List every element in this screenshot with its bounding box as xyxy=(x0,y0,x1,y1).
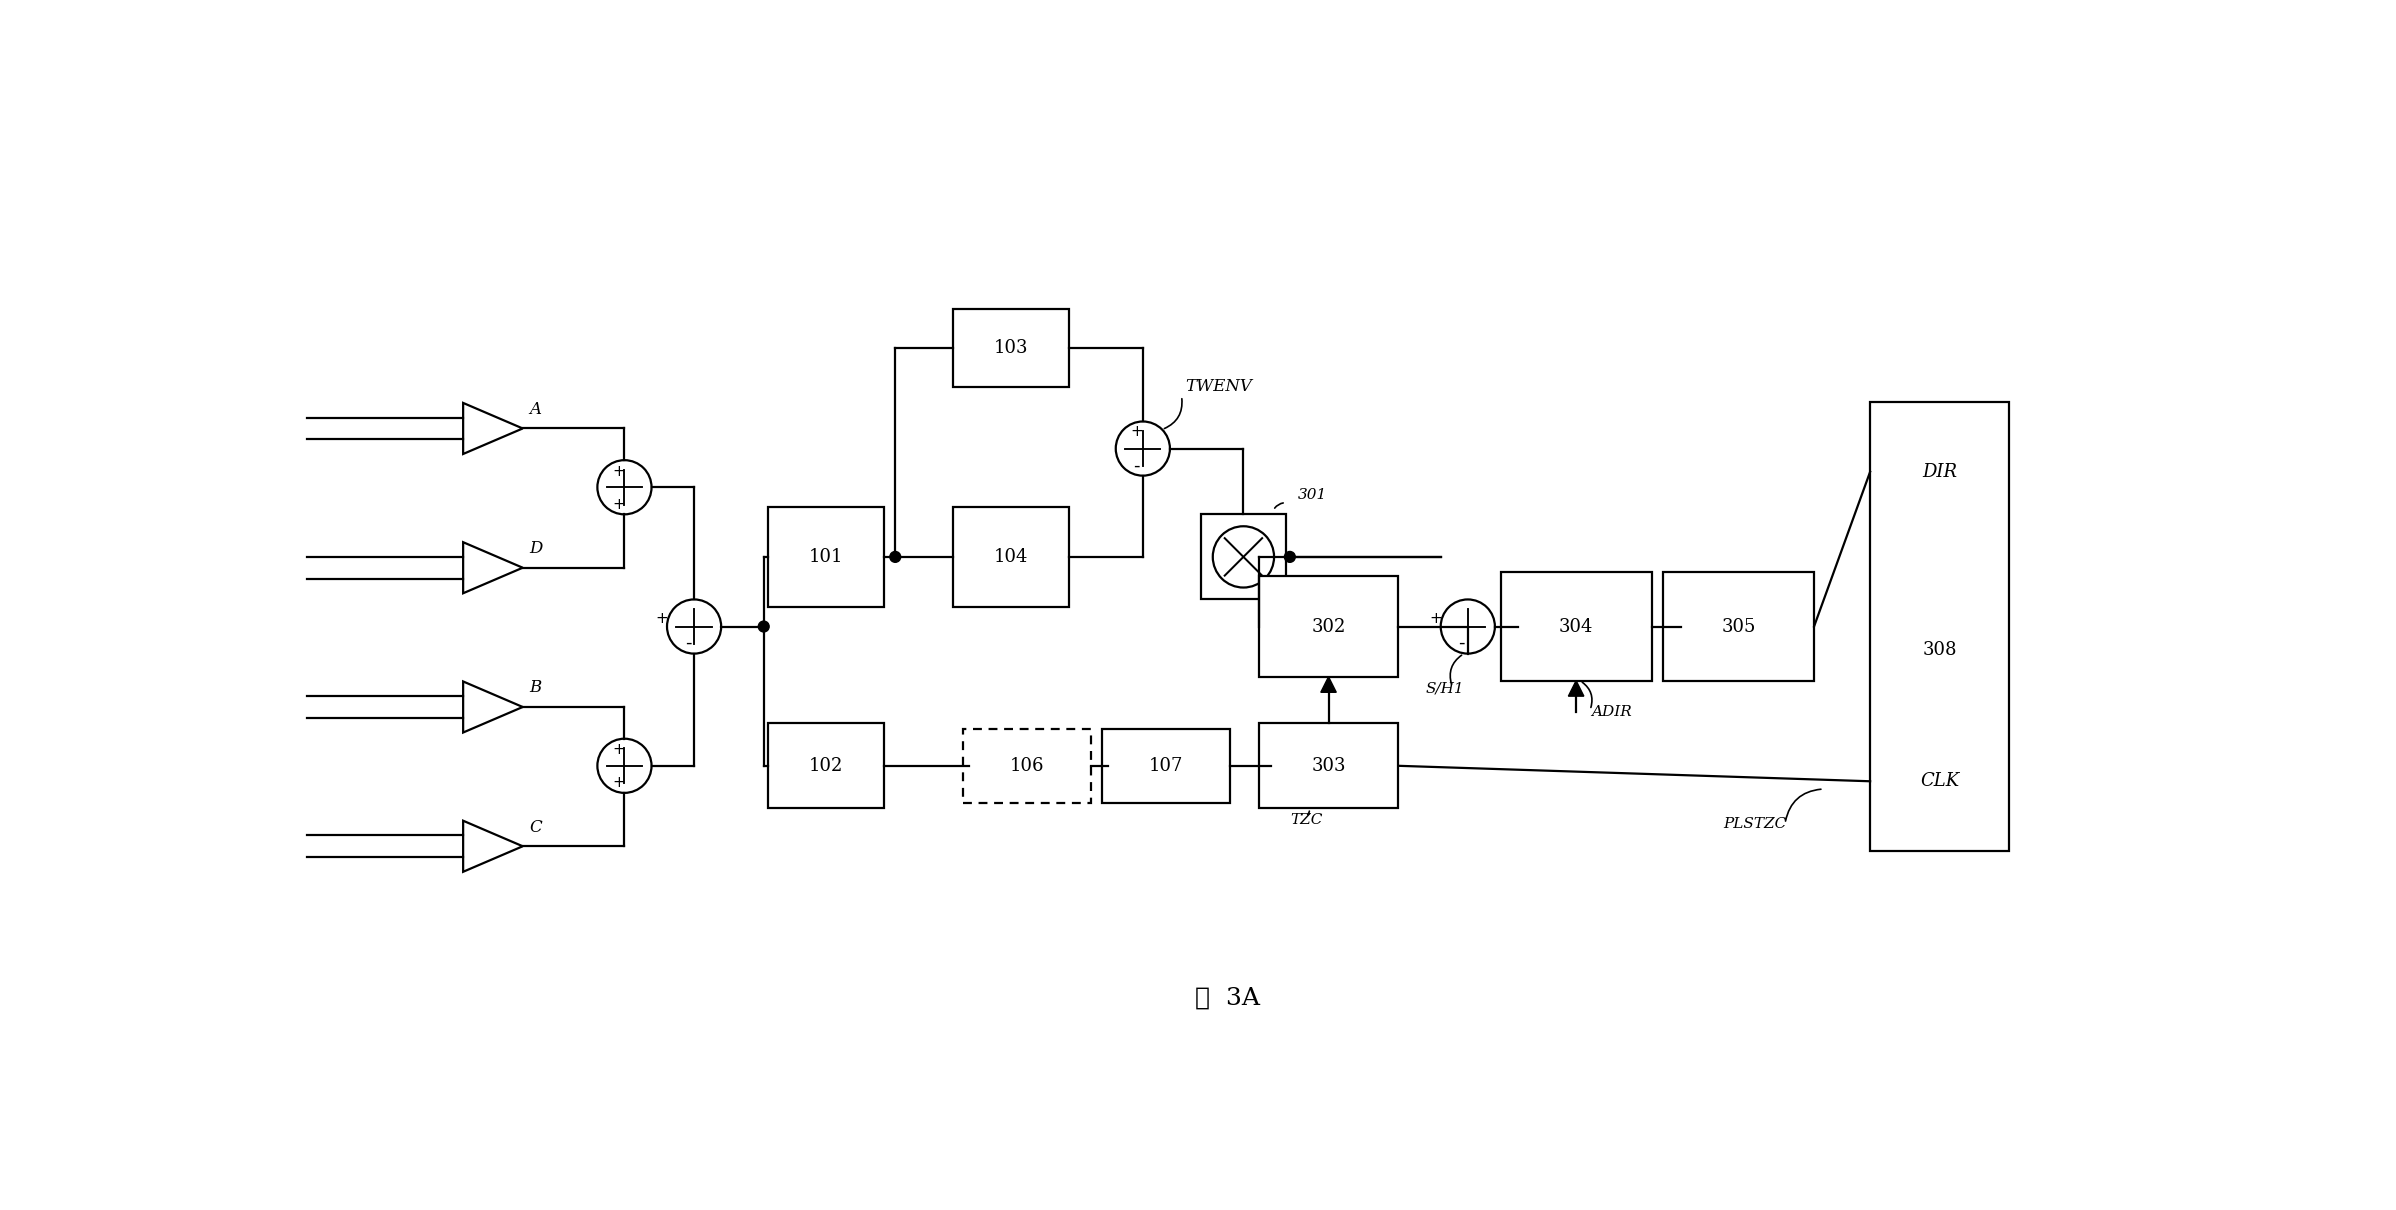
Polygon shape xyxy=(1320,676,1337,692)
Text: +: + xyxy=(611,497,625,512)
Text: DIR: DIR xyxy=(1922,462,1958,480)
Text: CLK: CLK xyxy=(1919,772,1960,790)
Text: 107: 107 xyxy=(1148,756,1184,774)
Text: +: + xyxy=(611,776,625,790)
Bar xyxy=(1500,572,1651,681)
Circle shape xyxy=(1284,552,1296,563)
Bar xyxy=(954,507,1069,607)
Bar xyxy=(963,730,1090,802)
Text: 302: 302 xyxy=(1311,617,1347,635)
Bar xyxy=(1258,576,1399,676)
Text: -: - xyxy=(685,634,690,652)
Bar xyxy=(1258,724,1399,808)
Text: B: B xyxy=(530,679,541,696)
Text: D: D xyxy=(530,540,541,557)
Text: 305: 305 xyxy=(1720,617,1756,635)
Text: TWENV: TWENV xyxy=(1186,378,1253,394)
Text: -: - xyxy=(1133,457,1140,476)
Text: +: + xyxy=(654,611,668,626)
Text: 304: 304 xyxy=(1560,617,1593,635)
Text: 308: 308 xyxy=(1922,641,1958,658)
Text: PLSTZC: PLSTZC xyxy=(1723,817,1787,831)
Text: A: A xyxy=(530,401,541,417)
Text: 图  3A: 图 3A xyxy=(1196,986,1260,1009)
FancyArrowPatch shape xyxy=(1275,503,1284,508)
Text: S/H1: S/H1 xyxy=(1426,681,1464,696)
Circle shape xyxy=(757,621,769,632)
Bar xyxy=(767,507,884,607)
Text: +: + xyxy=(1131,425,1143,439)
Circle shape xyxy=(889,552,901,563)
Bar xyxy=(1102,730,1229,802)
Text: +: + xyxy=(1428,611,1442,626)
Text: TZC: TZC xyxy=(1289,813,1323,826)
Text: ADIR: ADIR xyxy=(1591,704,1632,719)
Text: C: C xyxy=(530,818,541,836)
Bar xyxy=(1871,402,2010,851)
Bar xyxy=(1200,514,1287,599)
Text: +: + xyxy=(611,742,625,757)
Text: 301: 301 xyxy=(1299,488,1327,502)
Text: 303: 303 xyxy=(1311,756,1347,774)
Bar xyxy=(1663,572,1814,681)
FancyArrowPatch shape xyxy=(1164,399,1181,428)
Bar xyxy=(954,310,1069,387)
FancyArrowPatch shape xyxy=(1785,789,1821,822)
Text: +: + xyxy=(611,463,625,479)
Bar xyxy=(767,724,884,808)
FancyArrowPatch shape xyxy=(1450,655,1462,684)
Text: -: - xyxy=(1459,634,1464,652)
Text: 101: 101 xyxy=(807,548,843,566)
Text: 102: 102 xyxy=(807,756,843,774)
Polygon shape xyxy=(1569,681,1584,696)
FancyArrowPatch shape xyxy=(1581,682,1591,708)
Text: 103: 103 xyxy=(994,339,1028,357)
Text: 104: 104 xyxy=(994,548,1028,566)
Text: 106: 106 xyxy=(1009,756,1045,774)
